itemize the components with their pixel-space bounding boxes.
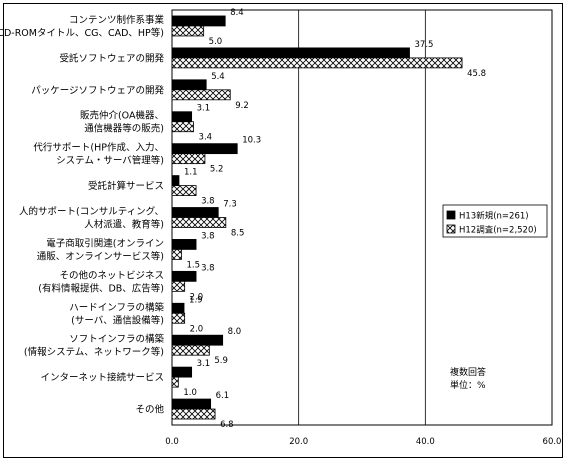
bar-h12 (171, 344, 210, 356)
value-label: 1.9 (189, 295, 203, 305)
category-label: その他 (135, 404, 164, 416)
x-tick-label: 20.0 (289, 437, 308, 447)
legend-swatch (446, 224, 456, 234)
bar-h13 (171, 143, 238, 155)
bar-h13 (171, 302, 185, 314)
x-tick-label: 40.0 (416, 437, 435, 447)
value-label: 8.5 (231, 229, 245, 239)
chart-frame (3, 3, 563, 458)
bar-h13 (171, 398, 212, 410)
value-label: 5.2 (210, 165, 224, 175)
bar-h13 (171, 207, 219, 218)
category-label: 電子商取引関連(オンライン (46, 237, 164, 249)
legend: H13新規(n=261) H12調査(n=2,520) (442, 204, 548, 238)
x-tick-label: 60.0 (543, 437, 562, 447)
value-label: 6.1 (216, 391, 230, 401)
bar-h12 (171, 57, 463, 69)
value-label: 9.2 (235, 101, 249, 111)
category-label: 人材派遣、教育等) (84, 219, 164, 231)
category-label: (有料情報提供、DB、広告等) (38, 282, 164, 294)
category-label: インターネット接続サービス (40, 372, 164, 384)
category-label: パッケージソフトウェアの開発 (31, 84, 164, 96)
value-label: 8.0 (228, 327, 242, 337)
note-text: 単位：% (450, 379, 486, 391)
bar-h12 (171, 376, 179, 388)
value-label: 8.4 (230, 8, 244, 18)
bars: 8.4 5.0 37.5 45.8 5.4 9.2 3.1 3.4 10.3 5.2 1.1 3.8 7… (171, 8, 486, 430)
bar-h13 (171, 366, 193, 378)
category-label: (CD-ROMタイトル、CG、CAD、HP等) (0, 27, 164, 39)
category-label: コンテンツ制作系事業 (69, 14, 165, 26)
value-label: 37.5 (415, 40, 434, 50)
value-label: 2.0 (190, 292, 204, 302)
x-tick-label: 0.0 (165, 437, 179, 447)
category-label: (サーバ、通信設備等) (71, 314, 164, 326)
value-label: 3.8 (201, 263, 215, 273)
value-label: 45.8 (467, 69, 486, 79)
bar-h13 (171, 239, 197, 250)
value-label: 3.8 (201, 231, 215, 241)
value-label: 1.1 (184, 168, 198, 178)
category-label: (情報システム、ネットワーク等) (24, 346, 164, 358)
bar-h12 (171, 217, 227, 228)
x-axis-ticks: 0.0 20.0 40.0 60.0 (165, 437, 561, 447)
value-label: 2.0 (190, 324, 204, 334)
category-label: 販売仲介(OA機器、 (80, 110, 164, 122)
value-label: 10.3 (242, 136, 261, 146)
bar-h13 (171, 175, 180, 186)
bar-h13 (171, 47, 410, 59)
legend-box (442, 204, 548, 238)
category-label: 代行サポート(HP作成、入力、 (33, 142, 164, 154)
bar-h12 (171, 121, 194, 133)
bar-h12 (171, 312, 186, 324)
value-label: 3.1 (197, 359, 211, 369)
legend-label: H12調査(n=2,520) (459, 225, 537, 236)
bar-h13 (171, 79, 207, 91)
category-label: 受託計算サービス (88, 180, 164, 192)
category-label: 通信機器等の販売) (84, 123, 164, 135)
bar-h13 (171, 111, 193, 123)
value-label: 5.0 (209, 37, 223, 47)
note-text: 複数回答 (450, 366, 486, 378)
value-label: 3.8 (201, 197, 215, 207)
category-label: 通販、オンラインサービス等) (37, 250, 164, 262)
value-label: 7.3 (223, 200, 237, 210)
bar-h13 (171, 334, 224, 346)
legend-label: H13新規(n=261) (459, 211, 529, 222)
category-label: ソフトインフラの構築 (69, 333, 164, 345)
category-label: 人的サポート(コンサルティング、 (19, 206, 164, 218)
bar-h12 (171, 185, 197, 196)
bar-h13 (171, 270, 197, 282)
bar-h12 (171, 153, 206, 165)
value-label: 3.4 (199, 133, 213, 143)
category-labels: コンテンツ制作系事業(CD-ROMタイトル、CG、CAD、HP等) 受託ソフトウェ… (0, 14, 164, 416)
value-label: 1.0 (183, 388, 197, 398)
bar-h12 (171, 89, 231, 101)
value-label: 5.4 (211, 72, 225, 82)
value-label: 5.9 (214, 356, 228, 366)
bar-h12 (171, 249, 182, 260)
legend-swatch (446, 210, 456, 220)
bar-h12 (171, 25, 205, 37)
category-label: その他のネットビジネス (59, 269, 164, 281)
category-label: 受託ソフトウェアの開発 (59, 52, 164, 64)
value-label: 1.5 (187, 260, 201, 270)
category-label: ハードインフラの構築 (69, 301, 164, 313)
bar-h12 (171, 280, 186, 292)
value-label: 3.1 (197, 104, 211, 114)
category-label: システム・サーバ管理等) (56, 155, 164, 167)
value-label: 6.8 (220, 420, 234, 430)
bar-h13 (171, 15, 226, 27)
bar-h12 (171, 408, 216, 420)
